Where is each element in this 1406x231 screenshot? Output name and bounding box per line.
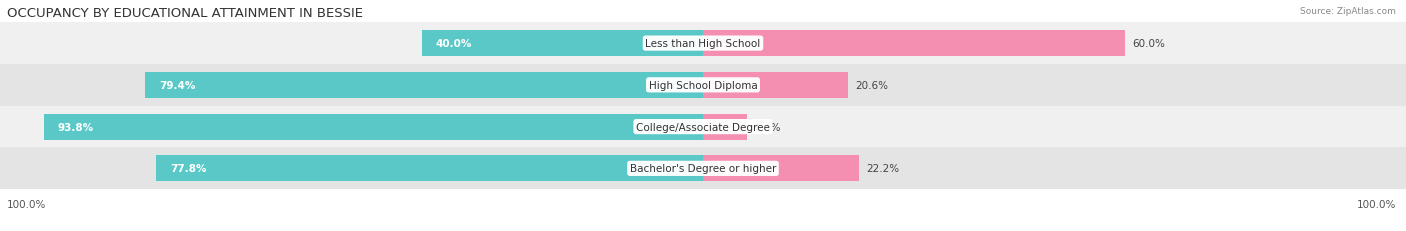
Bar xyxy=(703,156,859,182)
Bar xyxy=(0,65,1406,106)
Text: 100.0%: 100.0% xyxy=(7,199,46,209)
Text: 60.0%: 60.0% xyxy=(1132,39,1164,49)
Text: 40.0%: 40.0% xyxy=(436,39,472,49)
Bar xyxy=(44,114,703,140)
Bar xyxy=(422,31,703,57)
Text: 77.8%: 77.8% xyxy=(170,164,207,174)
Text: 93.8%: 93.8% xyxy=(58,122,94,132)
Text: College/Associate Degree: College/Associate Degree xyxy=(636,122,770,132)
Bar xyxy=(0,148,1406,189)
Bar xyxy=(703,31,1125,57)
Bar xyxy=(0,23,1406,65)
Text: Less than High School: Less than High School xyxy=(645,39,761,49)
Text: Source: ZipAtlas.com: Source: ZipAtlas.com xyxy=(1301,7,1396,16)
Text: 6.3%: 6.3% xyxy=(754,122,780,132)
Bar xyxy=(703,114,748,140)
Bar xyxy=(145,73,703,98)
Bar xyxy=(703,73,848,98)
Text: 79.4%: 79.4% xyxy=(159,80,195,91)
Text: 20.6%: 20.6% xyxy=(855,80,887,91)
Text: 100.0%: 100.0% xyxy=(1357,199,1396,209)
Text: Bachelor's Degree or higher: Bachelor's Degree or higher xyxy=(630,164,776,174)
Bar xyxy=(156,156,703,182)
Text: OCCUPANCY BY EDUCATIONAL ATTAINMENT IN BESSIE: OCCUPANCY BY EDUCATIONAL ATTAINMENT IN B… xyxy=(7,7,363,20)
Text: 22.2%: 22.2% xyxy=(866,164,900,174)
Text: High School Diploma: High School Diploma xyxy=(648,80,758,91)
Bar xyxy=(0,106,1406,148)
